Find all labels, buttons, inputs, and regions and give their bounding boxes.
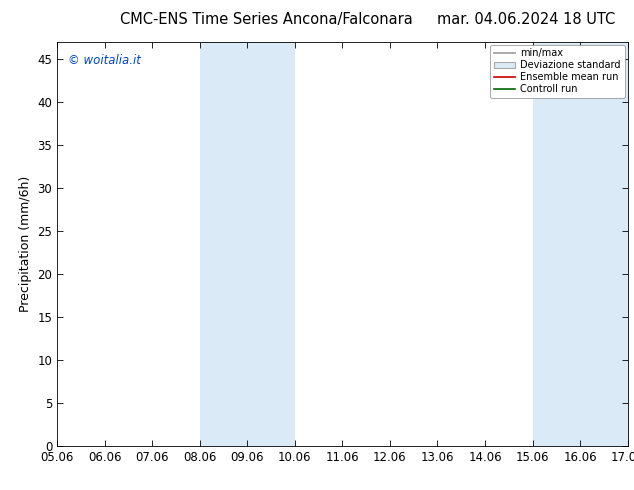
Text: © woitalia.it: © woitalia.it — [68, 54, 141, 67]
Y-axis label: Precipitation (mm/6h): Precipitation (mm/6h) — [19, 175, 32, 312]
Text: CMC-ENS Time Series Ancona/Falconara: CMC-ENS Time Series Ancona/Falconara — [120, 12, 413, 27]
Bar — [533, 42, 628, 446]
Bar — [200, 42, 295, 446]
Text: mar. 04.06.2024 18 UTC: mar. 04.06.2024 18 UTC — [437, 12, 615, 27]
Legend: min/max, Deviazione standard, Ensemble mean run, Controll run: min/max, Deviazione standard, Ensemble m… — [490, 45, 624, 98]
